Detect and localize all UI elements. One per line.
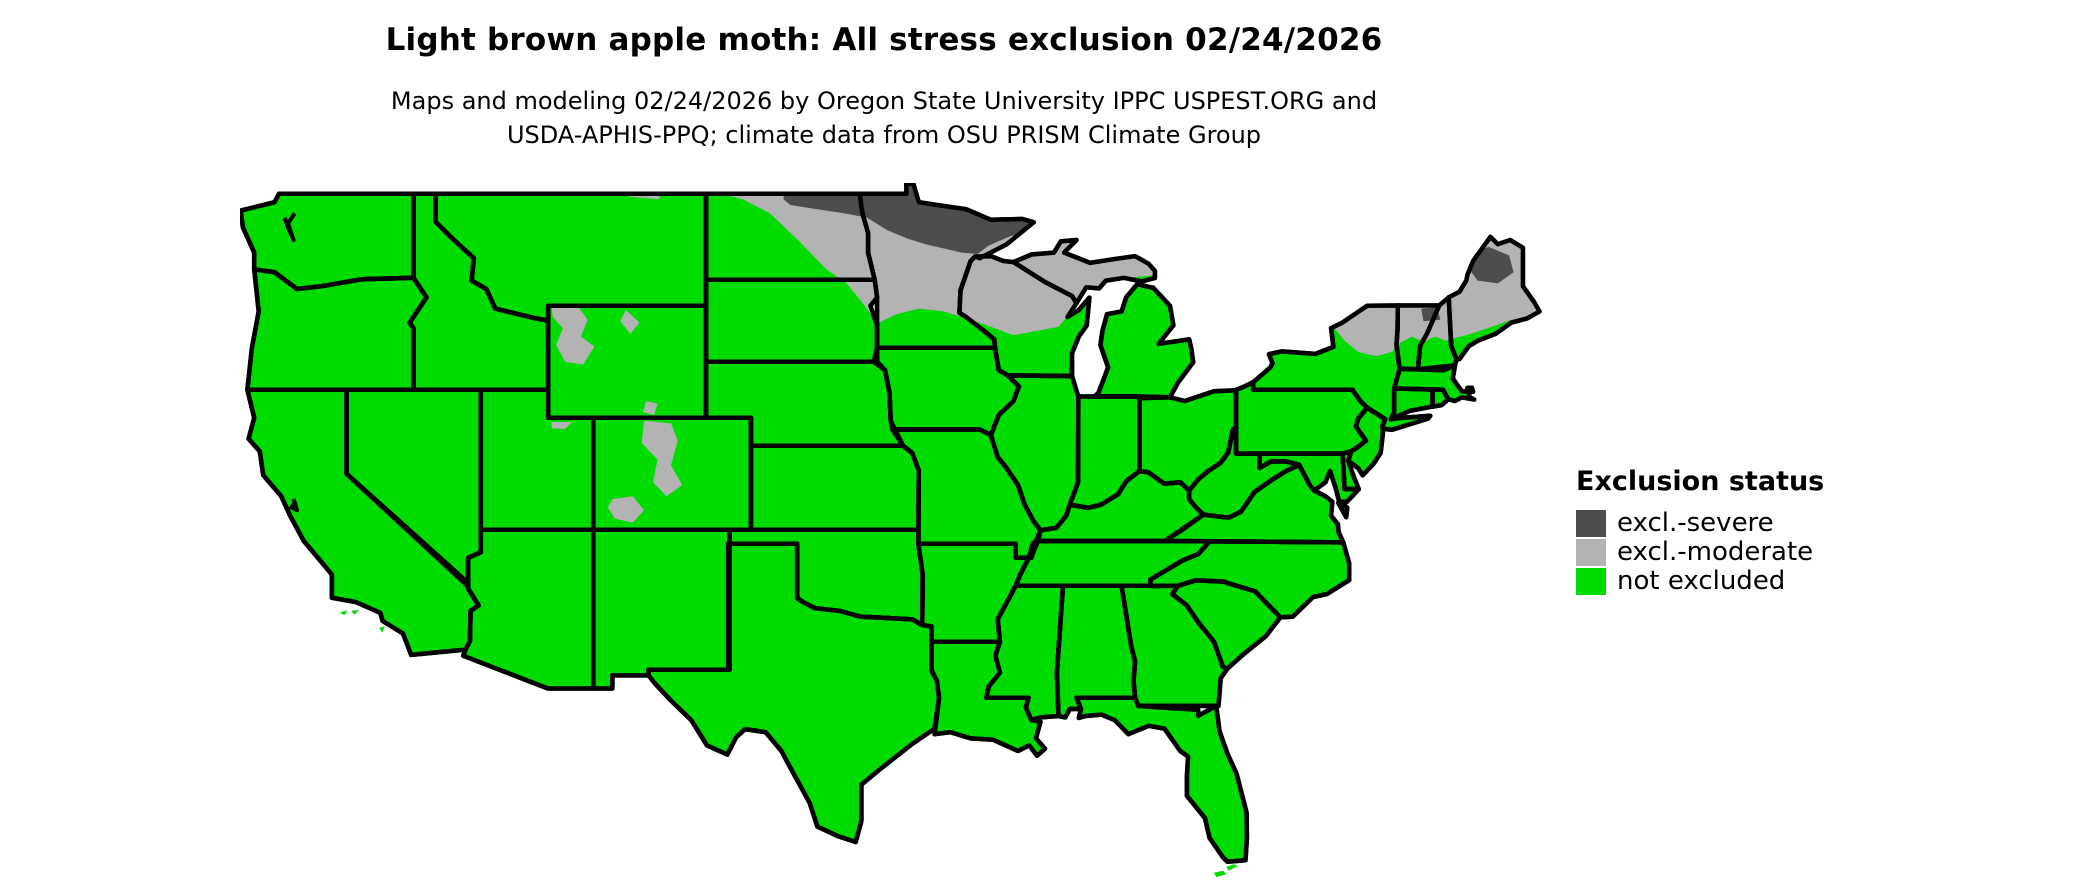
island-florida-keys-1 xyxy=(1226,864,1238,871)
subtitle-line-2: USDA-APHIS-PPQ; climate data from OSU PR… xyxy=(506,121,1262,149)
map-subtitle: Maps and modeling 02/24/2026 by Oregon S… xyxy=(0,84,1768,152)
state-border-michigan-lower xyxy=(1092,281,1196,400)
page-title: Light brown apple moth: All stress exclu… xyxy=(385,22,1383,58)
us-exclusion-map xyxy=(240,183,1543,885)
water-marks xyxy=(282,212,299,513)
state-pennsylvania xyxy=(1233,379,1370,456)
island-channel-island-1 xyxy=(339,610,348,616)
state-border-maine xyxy=(1446,234,1542,363)
legend-label-not-excluded: not excluded xyxy=(1617,566,1786,596)
state-new-mexico xyxy=(591,527,732,691)
san-francisco-bay-mark xyxy=(289,498,299,513)
legend-swatch-moderate xyxy=(1576,539,1606,566)
state-florida xyxy=(1074,695,1250,865)
state-border-texas xyxy=(646,541,942,845)
overlay-moderate-uinta xyxy=(551,422,572,429)
legend-item: excl.-severe xyxy=(1576,509,1824,538)
overlay-moderate-san-juans xyxy=(607,496,644,523)
state-oregon xyxy=(245,267,429,393)
islands xyxy=(339,609,1238,877)
state-south-dakota xyxy=(703,277,880,365)
legend-item: not excluded xyxy=(1576,567,1824,596)
island-channel-island-2 xyxy=(351,609,359,615)
puget-sound-mark xyxy=(282,212,297,242)
legend-label-severe: excl.-severe xyxy=(1617,508,1774,538)
state-kansas xyxy=(748,443,922,533)
legend-item: excl.-moderate xyxy=(1576,538,1824,567)
legend-swatch-not-excluded xyxy=(1576,568,1606,595)
legend-swatch-severe xyxy=(1576,510,1606,537)
island-channel-island-3 xyxy=(379,626,385,633)
exclusion-legend: Exclusion status excl.-severe excl.-mode… xyxy=(1576,466,1824,596)
overlay-moderate-wyoming-rockies xyxy=(551,305,595,365)
state-border-north-carolina xyxy=(1148,538,1352,620)
island-florida-keys-2 xyxy=(1214,870,1227,877)
us-map-svg xyxy=(240,183,1542,877)
state-border-michigan-upper xyxy=(1011,237,1158,306)
overlay-moderate-colorado-front-range xyxy=(641,420,683,497)
legend-label-moderate: excl.-moderate xyxy=(1617,537,1814,567)
overlay-moderate-northeast xyxy=(1324,205,1540,357)
state-borders xyxy=(240,183,1542,865)
legend-title: Exclusion status xyxy=(1576,466,1825,497)
overlay-moderate-medicine-bow xyxy=(642,401,658,415)
subtitle-line-1: Maps and modeling 02/24/2026 by Oregon S… xyxy=(390,87,1378,115)
overlay-moderate-bighorn xyxy=(620,310,640,334)
state-border-florida xyxy=(1074,695,1250,865)
